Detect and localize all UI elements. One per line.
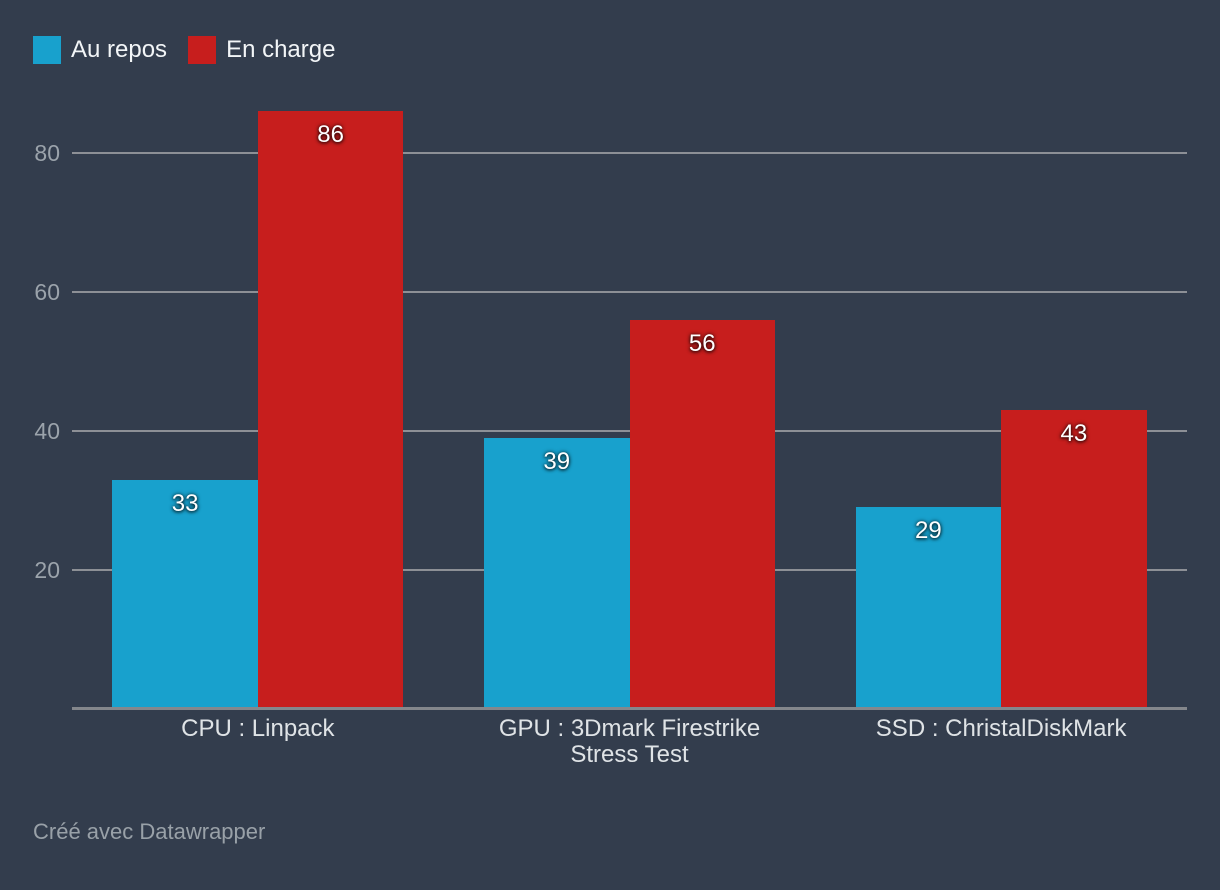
legend: Au repos En charge [33,36,335,64]
bar-value-label: 56 [688,329,716,357]
bar-value-label: 43 [1060,420,1088,448]
legend-label-au-repos: Au repos [71,36,168,63]
credit-line: Créé avec Datawrapper [33,819,266,844]
legend-item-en-charge: En charge [188,36,335,64]
gridline-60 [72,290,1187,293]
legend-swatch-au-repos [33,36,61,64]
x-axis-category-label: SSD : ChristalDiskMark [875,715,1127,742]
y-axis-tick-label: 20 [34,556,60,583]
bar-en-charge [1001,410,1147,709]
x-axis-category-label: CPU : Linpack [181,715,335,742]
y-axis-tick-label: 40 [34,417,60,444]
bar-en-charge [629,319,775,709]
bar-au-repos [855,507,1002,709]
legend-swatch-en-charge [188,36,217,64]
x-axis-line [72,707,1187,710]
bar-value-label: 29 [915,517,942,545]
bar-en-charge [257,111,404,709]
x-axis-category-label: GPU : 3Dmark Firestrike Stress Test [498,715,761,768]
y-axis-tick-label: 80 [34,139,60,166]
gridline-80 [72,151,1187,154]
legend-item-au-repos: Au repos [33,36,167,64]
bar-value-label: 39 [543,447,571,475]
bar-value-label: 33 [171,489,199,517]
legend-label-en-charge: En charge [226,36,336,63]
y-axis-tick-label: 60 [34,278,60,305]
bar-au-repos [484,437,630,709]
bar-value-label: 86 [317,121,344,149]
bar-au-repos [112,479,258,709]
